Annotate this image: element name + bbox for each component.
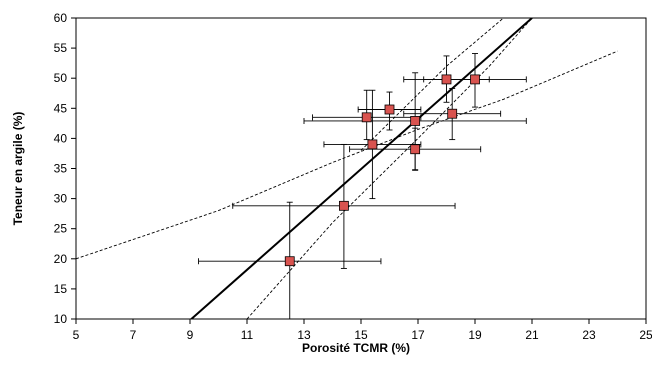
fit-lines bbox=[76, 18, 618, 319]
y-tick-label: 40 bbox=[54, 131, 68, 145]
y-axis-ticks: 10 15 20 25 30 35 40 45 50 55 60 bbox=[54, 11, 76, 326]
data-point bbox=[410, 116, 421, 126]
data-point bbox=[284, 256, 295, 267]
data-point bbox=[367, 139, 378, 150]
confidence-band-line bbox=[360, 18, 504, 151]
data-point bbox=[384, 104, 395, 115]
x-tick-label: 23 bbox=[582, 328, 596, 342]
x-tick-label: 13 bbox=[297, 328, 311, 342]
y-tick-label: 55 bbox=[54, 41, 68, 55]
data-point bbox=[410, 144, 421, 155]
y-tick-label: 60 bbox=[54, 11, 68, 25]
y-tick-label: 25 bbox=[54, 222, 68, 236]
data-point bbox=[441, 74, 452, 85]
x-tick-label: 11 bbox=[241, 328, 254, 342]
confidence-band-line bbox=[246, 18, 533, 319]
confidence-band-line bbox=[76, 50, 618, 260]
regression-line bbox=[189, 18, 533, 319]
x-axis-ticks: 5 7 9 11 13 15 17 19 21 23 25 bbox=[73, 319, 652, 342]
data-point bbox=[338, 200, 349, 211]
y-tick-label: 45 bbox=[54, 101, 68, 115]
data-point bbox=[447, 108, 458, 119]
x-tick-label: 5 bbox=[73, 328, 80, 342]
y-tick-label: 20 bbox=[54, 252, 68, 266]
x-tick-label: 25 bbox=[639, 328, 652, 342]
y-tick-label: 35 bbox=[54, 162, 68, 176]
x-tick-label: 7 bbox=[130, 328, 137, 342]
data-points bbox=[284, 74, 480, 267]
y-tick-label: 15 bbox=[54, 282, 68, 296]
y-tick-label: 30 bbox=[54, 192, 68, 206]
x-tick-label: 9 bbox=[187, 328, 194, 342]
x-tick-label: 21 bbox=[525, 328, 539, 342]
x-axis-title: Porosité TCMR (%) bbox=[302, 341, 410, 355]
x-tick-label: 17 bbox=[411, 328, 425, 342]
error-bars bbox=[198, 53, 527, 319]
data-point bbox=[361, 112, 372, 123]
y-axis-title: Teneur en argile (%) bbox=[11, 112, 25, 226]
x-tick-label: 19 bbox=[468, 328, 482, 342]
y-tick-label: 50 bbox=[54, 71, 68, 85]
x-tick-label: 15 bbox=[354, 328, 368, 342]
y-tick-label: 10 bbox=[54, 312, 68, 326]
data-point bbox=[470, 74, 480, 85]
